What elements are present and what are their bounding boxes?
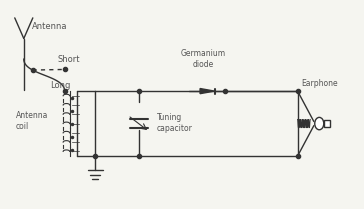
Text: Short: Short — [58, 55, 80, 64]
Text: Antenna
coil: Antenna coil — [16, 111, 48, 131]
Bar — [324, 120, 330, 127]
Ellipse shape — [315, 117, 324, 130]
Text: Long: Long — [50, 82, 71, 90]
Text: Germanium
diode: Germanium diode — [181, 50, 226, 69]
Polygon shape — [200, 89, 214, 94]
Text: Antenna: Antenna — [32, 22, 68, 31]
Text: Tuning
capacitor: Tuning capacitor — [157, 113, 193, 133]
Text: Earphone: Earphone — [301, 79, 337, 88]
